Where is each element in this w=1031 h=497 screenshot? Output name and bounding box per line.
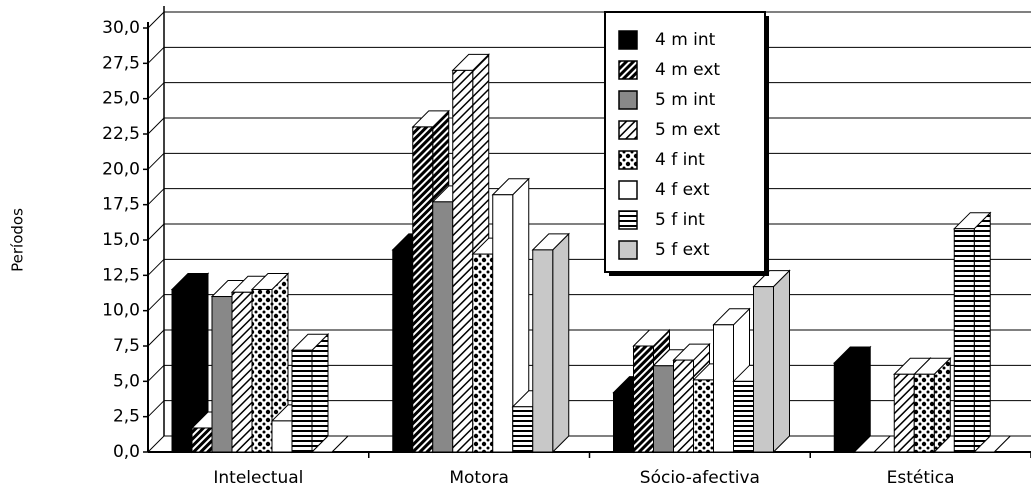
bar-front (472, 253, 494, 453)
grid-line (147, 400, 165, 418)
grid-line (147, 223, 165, 241)
bar-front (211, 296, 233, 453)
legend-label: 5 f ext (655, 240, 710, 260)
y-tick-label: 2,5 (113, 407, 140, 427)
bar-side (973, 211, 991, 454)
bar (290, 333, 330, 454)
bar-front (432, 201, 454, 453)
legend-swatch (618, 30, 638, 50)
legend-label: 5 m int (655, 90, 716, 110)
bar-front (673, 359, 694, 453)
bar (250, 272, 290, 454)
y-tick-label: 25,0 (102, 89, 140, 109)
bar (491, 177, 530, 454)
legend-label: 5 f int (655, 210, 705, 230)
legend-swatch (618, 60, 638, 80)
y-tick-label: 17,5 (102, 195, 140, 215)
bar-front (913, 373, 935, 453)
bar-front (633, 345, 654, 453)
bar-front (392, 249, 414, 453)
legend-box (604, 11, 766, 273)
y-tick-label: 12,5 (102, 265, 140, 285)
bar (310, 435, 350, 453)
bar-front (713, 324, 734, 453)
grid-line (147, 435, 165, 453)
bar-side (773, 269, 790, 454)
bar-side (311, 333, 329, 454)
y-tick-label: 15,0 (102, 230, 140, 250)
grid-line (147, 117, 165, 135)
bar (953, 211, 992, 454)
grid-line (147, 11, 165, 29)
bar-front (613, 392, 634, 453)
bar-front (191, 427, 213, 453)
x-tick-label: Motora (449, 468, 509, 488)
bar (913, 357, 952, 454)
legend-swatch (618, 210, 638, 230)
bar-front (492, 194, 514, 453)
bar-front (412, 126, 434, 453)
bar-front (452, 69, 474, 453)
bar-top (310, 435, 350, 453)
bar (973, 435, 1012, 453)
bar-front (693, 379, 714, 453)
bar-side (853, 345, 871, 454)
y-tick-label: 0,0 (113, 442, 140, 462)
x-tick-label: Estética (887, 468, 955, 488)
bar-front (753, 286, 774, 453)
bar-front (251, 288, 273, 453)
bar-front (733, 380, 754, 453)
bar-front (532, 249, 554, 453)
legend-label: 5 m ext (655, 120, 720, 140)
y-tick-label: 20,0 (102, 159, 140, 179)
bar-front (893, 373, 915, 453)
bar-side (552, 232, 570, 454)
grid-line (147, 82, 165, 100)
bar (531, 232, 570, 454)
grid-line (147, 152, 165, 170)
grid-line (147, 329, 165, 347)
legend-label: 4 m int (655, 30, 716, 50)
bar-front (231, 291, 253, 453)
bar-front (833, 362, 855, 453)
grid-line (147, 258, 165, 276)
legend-label: 4 f int (655, 150, 705, 170)
legend-label: 4 m ext (655, 60, 720, 80)
bar (170, 272, 210, 454)
y-tick-label: 22,5 (102, 124, 140, 144)
grid-line (147, 364, 165, 382)
y-tick-label: 5,0 (113, 371, 140, 391)
bar (833, 345, 872, 454)
x-tick-label: Sócio-afectiva (640, 468, 760, 488)
y-axis-label: Períodos (9, 208, 27, 272)
bar-top (973, 435, 1012, 453)
legend-swatch (618, 120, 638, 140)
legend-swatch (618, 150, 638, 170)
bar-front (171, 288, 193, 453)
y-tick-label: 7,5 (113, 336, 140, 356)
bar (752, 269, 791, 454)
legend-swatch (618, 180, 638, 200)
y-tick-label: 27,5 (102, 53, 140, 73)
bar-front (271, 420, 293, 453)
grid-line (147, 46, 165, 64)
bar-front (512, 406, 534, 453)
grid-line (147, 188, 165, 206)
legend-swatch (618, 240, 638, 260)
legend-label: 4 f ext (655, 180, 710, 200)
y-tick-label: 30,0 (102, 18, 140, 38)
bar-front (953, 228, 975, 453)
bar-front (653, 365, 674, 453)
bar-front (291, 349, 313, 453)
y-tick-label: 10,0 (102, 301, 140, 321)
legend-swatch (618, 90, 638, 110)
grid-line (147, 294, 165, 312)
x-tick-label: Intelectual (213, 468, 303, 488)
